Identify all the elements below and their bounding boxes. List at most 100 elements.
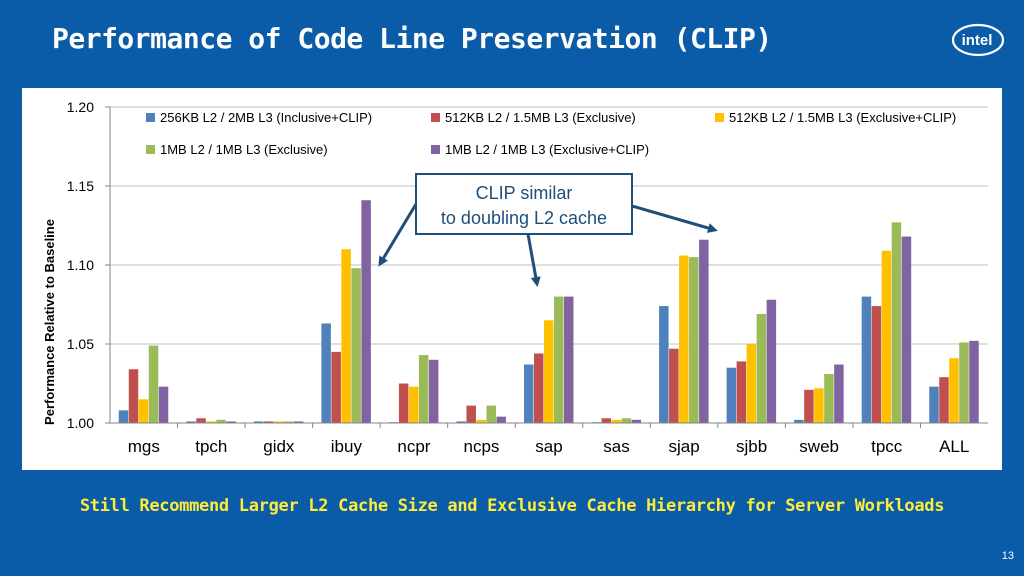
bar — [689, 257, 699, 423]
bar — [418, 355, 429, 423]
bar — [118, 410, 129, 423]
bar — [611, 419, 622, 423]
bar — [226, 421, 236, 423]
x-tick-label: sap — [535, 437, 562, 456]
bar — [186, 421, 196, 423]
bar — [834, 364, 844, 423]
bar — [659, 306, 669, 423]
bar — [341, 249, 351, 423]
bar — [351, 268, 361, 423]
bar — [814, 388, 824, 423]
bar — [959, 342, 969, 423]
bar — [881, 250, 892, 423]
bar — [679, 255, 689, 423]
y-tick-label: 1.00 — [67, 415, 94, 431]
bar — [428, 359, 439, 423]
bar — [939, 377, 949, 423]
bar — [544, 320, 554, 423]
bar — [969, 340, 979, 423]
legend-swatch — [146, 113, 155, 122]
callout-arrow-down — [526, 233, 541, 287]
bar — [496, 416, 506, 423]
bar — [756, 313, 767, 423]
y-axis-label: Performance Relative to Baseline — [42, 219, 57, 425]
x-tick-label: mgs — [128, 437, 160, 456]
legend-swatch — [146, 145, 155, 154]
bar — [128, 369, 139, 423]
bar — [554, 296, 564, 423]
logo-text: intel — [962, 32, 993, 49]
x-tick-label: sjap — [668, 437, 699, 456]
callout-line-1: CLIP similar — [476, 183, 573, 203]
callout-arrow-left — [378, 203, 418, 267]
intel-logo: intel — [951, 23, 1005, 57]
bar — [524, 364, 534, 423]
y-tick-label: 1.05 — [67, 336, 94, 352]
bar — [476, 419, 486, 423]
bar-chart: 1.00 1.05 1.10 1.15 1.20 mgs tpch gidx ibuy ncpr n… — [42, 99, 988, 456]
bar — [929, 386, 939, 423]
callout: CLIP similar to doubling L2 cache — [378, 173, 718, 287]
bar — [601, 418, 612, 423]
bar — [699, 239, 709, 423]
callout-line-2: to doubling L2 cache — [441, 208, 607, 228]
bar — [901, 236, 912, 423]
bar — [486, 405, 496, 423]
bar — [196, 418, 206, 423]
bar — [273, 421, 284, 423]
chart-panel: 1.00 1.05 1.10 1.15 1.20 mgs tpch gidx ibuy ncpr n… — [22, 88, 1002, 470]
bar — [361, 200, 371, 423]
x-tick-label: sas — [603, 437, 629, 456]
bar — [398, 383, 409, 423]
bar — [871, 306, 882, 423]
x-tick-label: tpcc — [871, 437, 903, 456]
x-tick-label: sweb — [799, 437, 839, 456]
legend-label: 1MB L2 / 1MB L3 (Exclusive) — [160, 142, 328, 157]
legend-label: 256KB L2 / 2MB L3 (Inclusive+CLIP) — [160, 110, 372, 125]
bar — [321, 323, 331, 423]
bar — [138, 399, 149, 423]
bar — [631, 419, 642, 423]
footer-message: Still Recommend Larger L2 Cache Size and… — [79, 496, 945, 516]
bar — [158, 386, 169, 423]
x-tick-label: gidx — [263, 437, 295, 456]
y-tick-label: 1.20 — [67, 99, 94, 115]
legend-label: 1MB L2 / 1MB L3 (Exclusive+CLIP) — [445, 142, 649, 157]
bar — [804, 389, 814, 423]
bar — [263, 421, 274, 423]
legend-label: 512KB L2 / 1.5MB L3 (Exclusive+CLIP) — [729, 110, 956, 125]
bar — [861, 296, 872, 423]
bar — [891, 222, 902, 423]
x-tick-label: ncps — [464, 437, 500, 456]
bar — [669, 348, 679, 423]
x-tick-label: sjbb — [736, 437, 767, 456]
bar — [283, 421, 294, 423]
bar — [794, 419, 804, 423]
y-tick-label: 1.10 — [67, 257, 94, 273]
bar — [824, 374, 834, 423]
x-tick-label: tpch — [195, 437, 227, 456]
bar — [408, 386, 419, 423]
legend-swatch — [715, 113, 724, 122]
bar — [746, 344, 757, 423]
bar — [534, 353, 544, 423]
bar — [206, 421, 216, 423]
y-tick-label: 1.15 — [67, 178, 94, 194]
x-tick-label: ALL — [939, 437, 969, 456]
legend-swatch — [431, 145, 440, 154]
slide-title: Performance of Code Line Preservation (C… — [52, 22, 772, 55]
callout-arrow-right — [631, 204, 718, 233]
bar — [736, 361, 747, 423]
legend-label: 512KB L2 / 1.5MB L3 (Exclusive) — [445, 110, 636, 125]
bar — [766, 299, 777, 423]
bar — [331, 351, 341, 423]
legend-swatch — [431, 113, 440, 122]
bar — [621, 418, 632, 423]
bar — [564, 296, 574, 423]
bar — [466, 405, 476, 423]
bar — [949, 358, 959, 423]
page-number: 13 — [1001, 550, 1014, 562]
x-tick-label: ibuy — [331, 437, 363, 456]
bar — [456, 421, 466, 423]
x-tick-label: ncpr — [397, 437, 430, 456]
